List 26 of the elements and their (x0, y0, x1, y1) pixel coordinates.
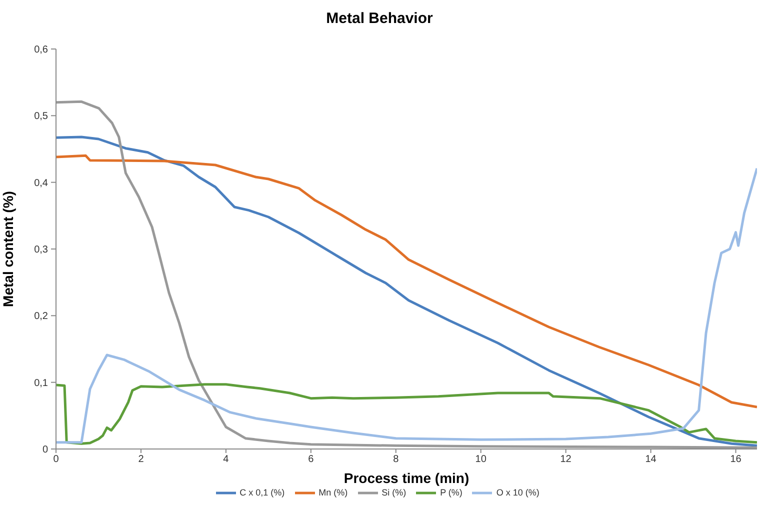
x-tick-label: 4 (223, 454, 230, 466)
y-tick-label: 0,3 (34, 244, 48, 256)
chart-title: Metal Behavior (325, 10, 434, 27)
x-tick-label: 16 (730, 454, 742, 466)
x-axis-title: Process time (min) (344, 470, 470, 486)
x-tick-label: 8 (393, 454, 400, 466)
y-tick-label: 0,4 (34, 178, 48, 189)
y-tick-label: 0,5 (34, 111, 48, 122)
x-tick-label: 2 (138, 454, 144, 466)
x-tick-label: 6 (308, 454, 314, 466)
y-tick-label: 0 (42, 444, 48, 456)
x-tick-label: 10 (475, 454, 487, 466)
legend-label: Mn (%) (318, 487, 348, 498)
x-tick-label: 14 (645, 454, 657, 466)
line-series (56, 154, 757, 408)
x-tick-label: 12 (560, 454, 572, 466)
legend-label: C x 0,1 (%) (240, 487, 285, 498)
y-tick-label: 0,2 (34, 311, 48, 322)
x-tick-label: 0 (53, 454, 60, 466)
legend-label: Si (%) (382, 487, 406, 498)
line-series (56, 383, 757, 445)
y-tick-label: 0,6 (34, 44, 48, 56)
legend-label: O x 10 (%) (496, 487, 540, 498)
legend-label: P (%) (440, 487, 462, 498)
y-tick-label: 0,1 (34, 378, 48, 389)
y-axis-title: Metal content (%) (0, 191, 16, 307)
